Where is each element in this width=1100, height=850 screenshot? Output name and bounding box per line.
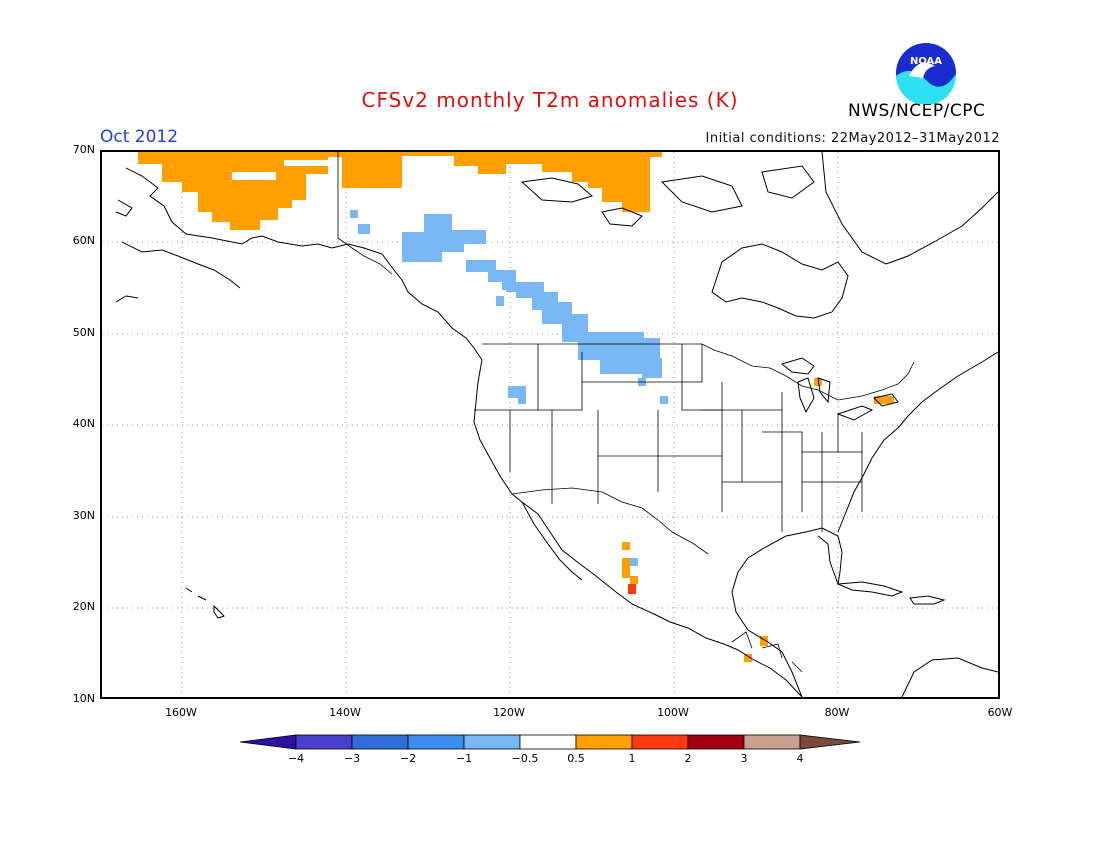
forecast-month: Oct 2012	[100, 127, 179, 147]
gridlines	[102, 152, 998, 697]
anomaly-mexico-warm	[622, 542, 638, 594]
colorbar-label-minus3: −3	[343, 752, 361, 765]
colorbar-swatch-above-4	[799, 734, 861, 750]
anomaly-central-america-warm	[744, 636, 768, 662]
colorbar-label-minus05: −0.5	[511, 752, 539, 765]
political-borders	[337, 152, 915, 673]
anomaly-western-canada-cool	[350, 210, 668, 404]
lon-label-60w: 60W	[987, 706, 1013, 719]
lon-label-160w: 160W	[165, 706, 197, 719]
colorbar-label-3: 3	[740, 752, 748, 765]
colorbar-swatch-below-minus4	[240, 734, 297, 750]
colorbar-label-05: 0.5	[567, 752, 585, 765]
anomaly-great-lakes-warm	[814, 378, 894, 404]
colorbar-swatch-3-4	[743, 734, 801, 750]
lat-label-40n: 40N	[72, 417, 95, 430]
colorbar-label-minus1: −1	[455, 752, 473, 765]
colorbar-swatch-minus3-minus2	[351, 734, 409, 750]
lat-label-10n: 10N	[72, 692, 95, 705]
colorbar-swatch-05-1	[575, 734, 633, 750]
lat-label-20n: 20N	[72, 600, 95, 613]
lon-label-140w: 140W	[329, 706, 361, 719]
map-svg	[102, 152, 998, 697]
map-panel	[100, 150, 1000, 699]
colorbar-label-4: 4	[796, 752, 804, 765]
anomaly-alaska-warm	[138, 152, 342, 230]
noaa-logo-icon: NOAA	[896, 43, 957, 104]
colorbar-swatch-neutral	[519, 734, 577, 750]
org-label: NWS/NCEP/CPC	[848, 101, 986, 121]
colorbar-label-2: 2	[684, 752, 692, 765]
colorbar-swatch-minus1-minus05	[463, 734, 521, 750]
colorbar-label-minus4: −4	[287, 752, 305, 765]
logo-text: NOAA	[910, 56, 942, 67]
lat-label-60n: 60N	[72, 234, 95, 247]
colorbar-swatch-1-2	[631, 734, 689, 750]
initial-conditions: Initial conditions: 22May2012–31May2012	[705, 131, 1000, 146]
lon-label-80w: 80W	[824, 706, 850, 719]
lon-label-120w: 120W	[493, 706, 525, 719]
colorbar	[240, 734, 861, 750]
lon-label-100w: 100W	[657, 706, 689, 719]
lat-label-70n: 70N	[72, 143, 95, 156]
lat-label-30n: 30N	[72, 509, 95, 522]
chart-title: CFSv2 monthly T2m anomalies (K)	[361, 88, 739, 112]
colorbar-label-1: 1	[628, 752, 636, 765]
colorbar-swatch-minus4-minus3	[295, 734, 353, 750]
colorbar-label-minus2: −2	[399, 752, 417, 765]
coastlines	[115, 152, 998, 697]
colorbar-swatch-minus2-minus1	[407, 734, 465, 750]
colorbar-swatch-2-3	[687, 734, 745, 750]
anomaly-northern-canada-warm	[284, 152, 662, 212]
lat-label-50n: 50N	[72, 326, 95, 339]
